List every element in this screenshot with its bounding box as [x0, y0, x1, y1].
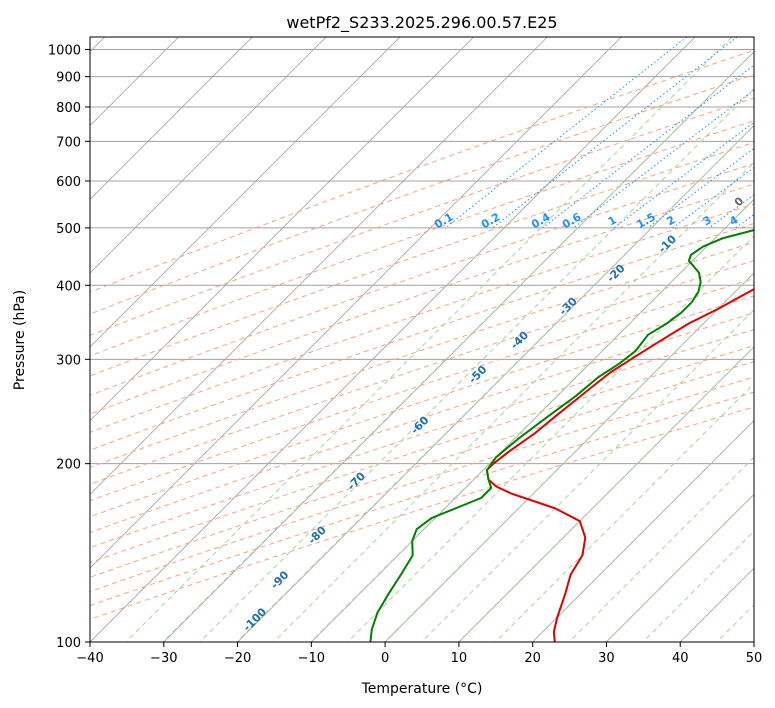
chart-title: wetPf2_S233.2025.296.00.57.E25 — [286, 13, 557, 33]
dry-adiabat-label: -90 — [268, 568, 291, 591]
isotherm-line — [90, 37, 548, 496]
isotherm-line — [384, 272, 754, 642]
dry-adiabat-line — [90, 97, 754, 336]
dry-adiabat-label: -50 — [466, 363, 489, 386]
isotherm-line — [606, 493, 754, 642]
dry-adiabat-line — [90, 163, 754, 396]
y-tick-label: 300 — [56, 353, 81, 368]
x-tick-label: 50 — [746, 651, 763, 666]
moist-adiabat-line — [125, 37, 733, 642]
x-axis-label: Temperature (°C) — [361, 681, 483, 697]
x-tick-label: −20 — [224, 651, 251, 666]
moist-adiabat-line — [384, 272, 754, 642]
moist-adiabat-line — [273, 161, 754, 642]
plot-frame — [89, 36, 755, 643]
isotherm-line — [90, 37, 401, 348]
dry-adiabat-line — [90, 277, 754, 502]
moist-adiabat-line — [347, 235, 754, 642]
mixing-ratio-line — [492, 37, 738, 229]
mixing-ratio-label: 4 — [727, 213, 740, 228]
mixing-ratio-label: 2 — [664, 213, 677, 228]
dry-adiabat-line — [90, 222, 754, 451]
moist-adiabat-line — [605, 493, 754, 642]
isotherm-line — [458, 346, 754, 642]
mixing-ratio-label: 1 — [606, 213, 619, 228]
moist-adiabat-line — [421, 308, 754, 642]
mixing-ratio-line — [573, 89, 754, 229]
dry-adiabat-line — [90, 295, 754, 518]
x-tick-label: −30 — [150, 651, 177, 666]
dry-adiabat-line — [90, 183, 754, 415]
mixing-ratio-line — [445, 37, 688, 229]
mixing-ratio-line — [672, 166, 754, 229]
x-tick-label: 10 — [451, 651, 468, 666]
dry-adiabat-line — [90, 141, 754, 377]
isotherm-line — [90, 37, 253, 200]
y-tick-label: 400 — [56, 279, 81, 294]
dry-adiabat-line — [90, 361, 754, 578]
y-axis-label: Pressure (hPa) — [12, 290, 28, 390]
dry-adiabat-label: -80 — [306, 523, 329, 546]
dry-adiabat-label: -100 — [241, 605, 270, 634]
y-tick-label: 600 — [56, 175, 81, 190]
x-tick-label: −10 — [298, 651, 325, 666]
dry-adiabat-label: -30 — [557, 295, 580, 318]
moist-adiabat-line — [458, 345, 754, 642]
x-tick-label: 30 — [598, 651, 615, 666]
mixing-ratio-line — [613, 121, 754, 229]
x-tick-label: 20 — [524, 651, 541, 666]
y-tick-label: 1000 — [48, 44, 81, 59]
x-tick-label: −40 — [76, 651, 103, 666]
dry-adiabat-line — [90, 260, 754, 485]
isotherm-line — [679, 567, 754, 642]
isotherm-line — [532, 420, 754, 642]
y-tick-label: 100 — [56, 636, 81, 651]
dry-adiabat-label: -40 — [508, 328, 531, 351]
y-tick-label: 700 — [56, 135, 81, 150]
isotherm-line — [90, 37, 474, 422]
moist-adiabat-line — [236, 124, 754, 642]
dry-adiabat-line — [90, 73, 754, 315]
dry-adiabat-line — [90, 391, 754, 607]
dry-adiabat-line — [90, 345, 754, 564]
moist-adiabat-line — [568, 456, 754, 642]
isotherm-line — [90, 37, 696, 642]
isotherm-line — [753, 641, 754, 642]
dewpoint-profile — [369, 229, 754, 642]
dry-adiabat-line — [90, 49, 754, 293]
x-tick-label: 0 — [381, 651, 389, 666]
y-tick-label: 900 — [56, 71, 81, 86]
moist-adiabat-line — [679, 567, 754, 642]
dry-adiabat-label: -60 — [408, 413, 431, 436]
isotherm-line — [90, 37, 327, 274]
dry-adiabat-line — [90, 120, 754, 357]
mixing-ratio-line — [542, 64, 754, 229]
isotherm-line — [90, 37, 622, 569]
moist-adiabat-line — [162, 51, 754, 642]
temperature-profile — [485, 288, 754, 642]
x-tick-label: 40 — [672, 651, 689, 666]
y-tick-label: 200 — [56, 458, 81, 473]
moist-adiabat-line — [531, 419, 754, 642]
dry-adiabat-line — [90, 241, 754, 468]
y-tick-label: 800 — [56, 101, 81, 116]
dry-adiabat-line — [90, 328, 754, 549]
dry-adiabat-line — [90, 203, 754, 433]
dry-adiabat-line — [90, 376, 754, 593]
moist-adiabat-line — [310, 198, 754, 642]
isotherm-line — [311, 198, 754, 642]
moist-adiabat-line — [642, 530, 754, 642]
moist-adiabat-line — [199, 87, 754, 642]
mixing-ratio-label: 6 — [766, 213, 775, 228]
dry-adiabat-line — [90, 312, 754, 533]
dry-adiabat-label: -10 — [656, 232, 679, 255]
moist-adiabat-line — [494, 382, 754, 642]
y-tick-label: 500 — [56, 222, 81, 237]
